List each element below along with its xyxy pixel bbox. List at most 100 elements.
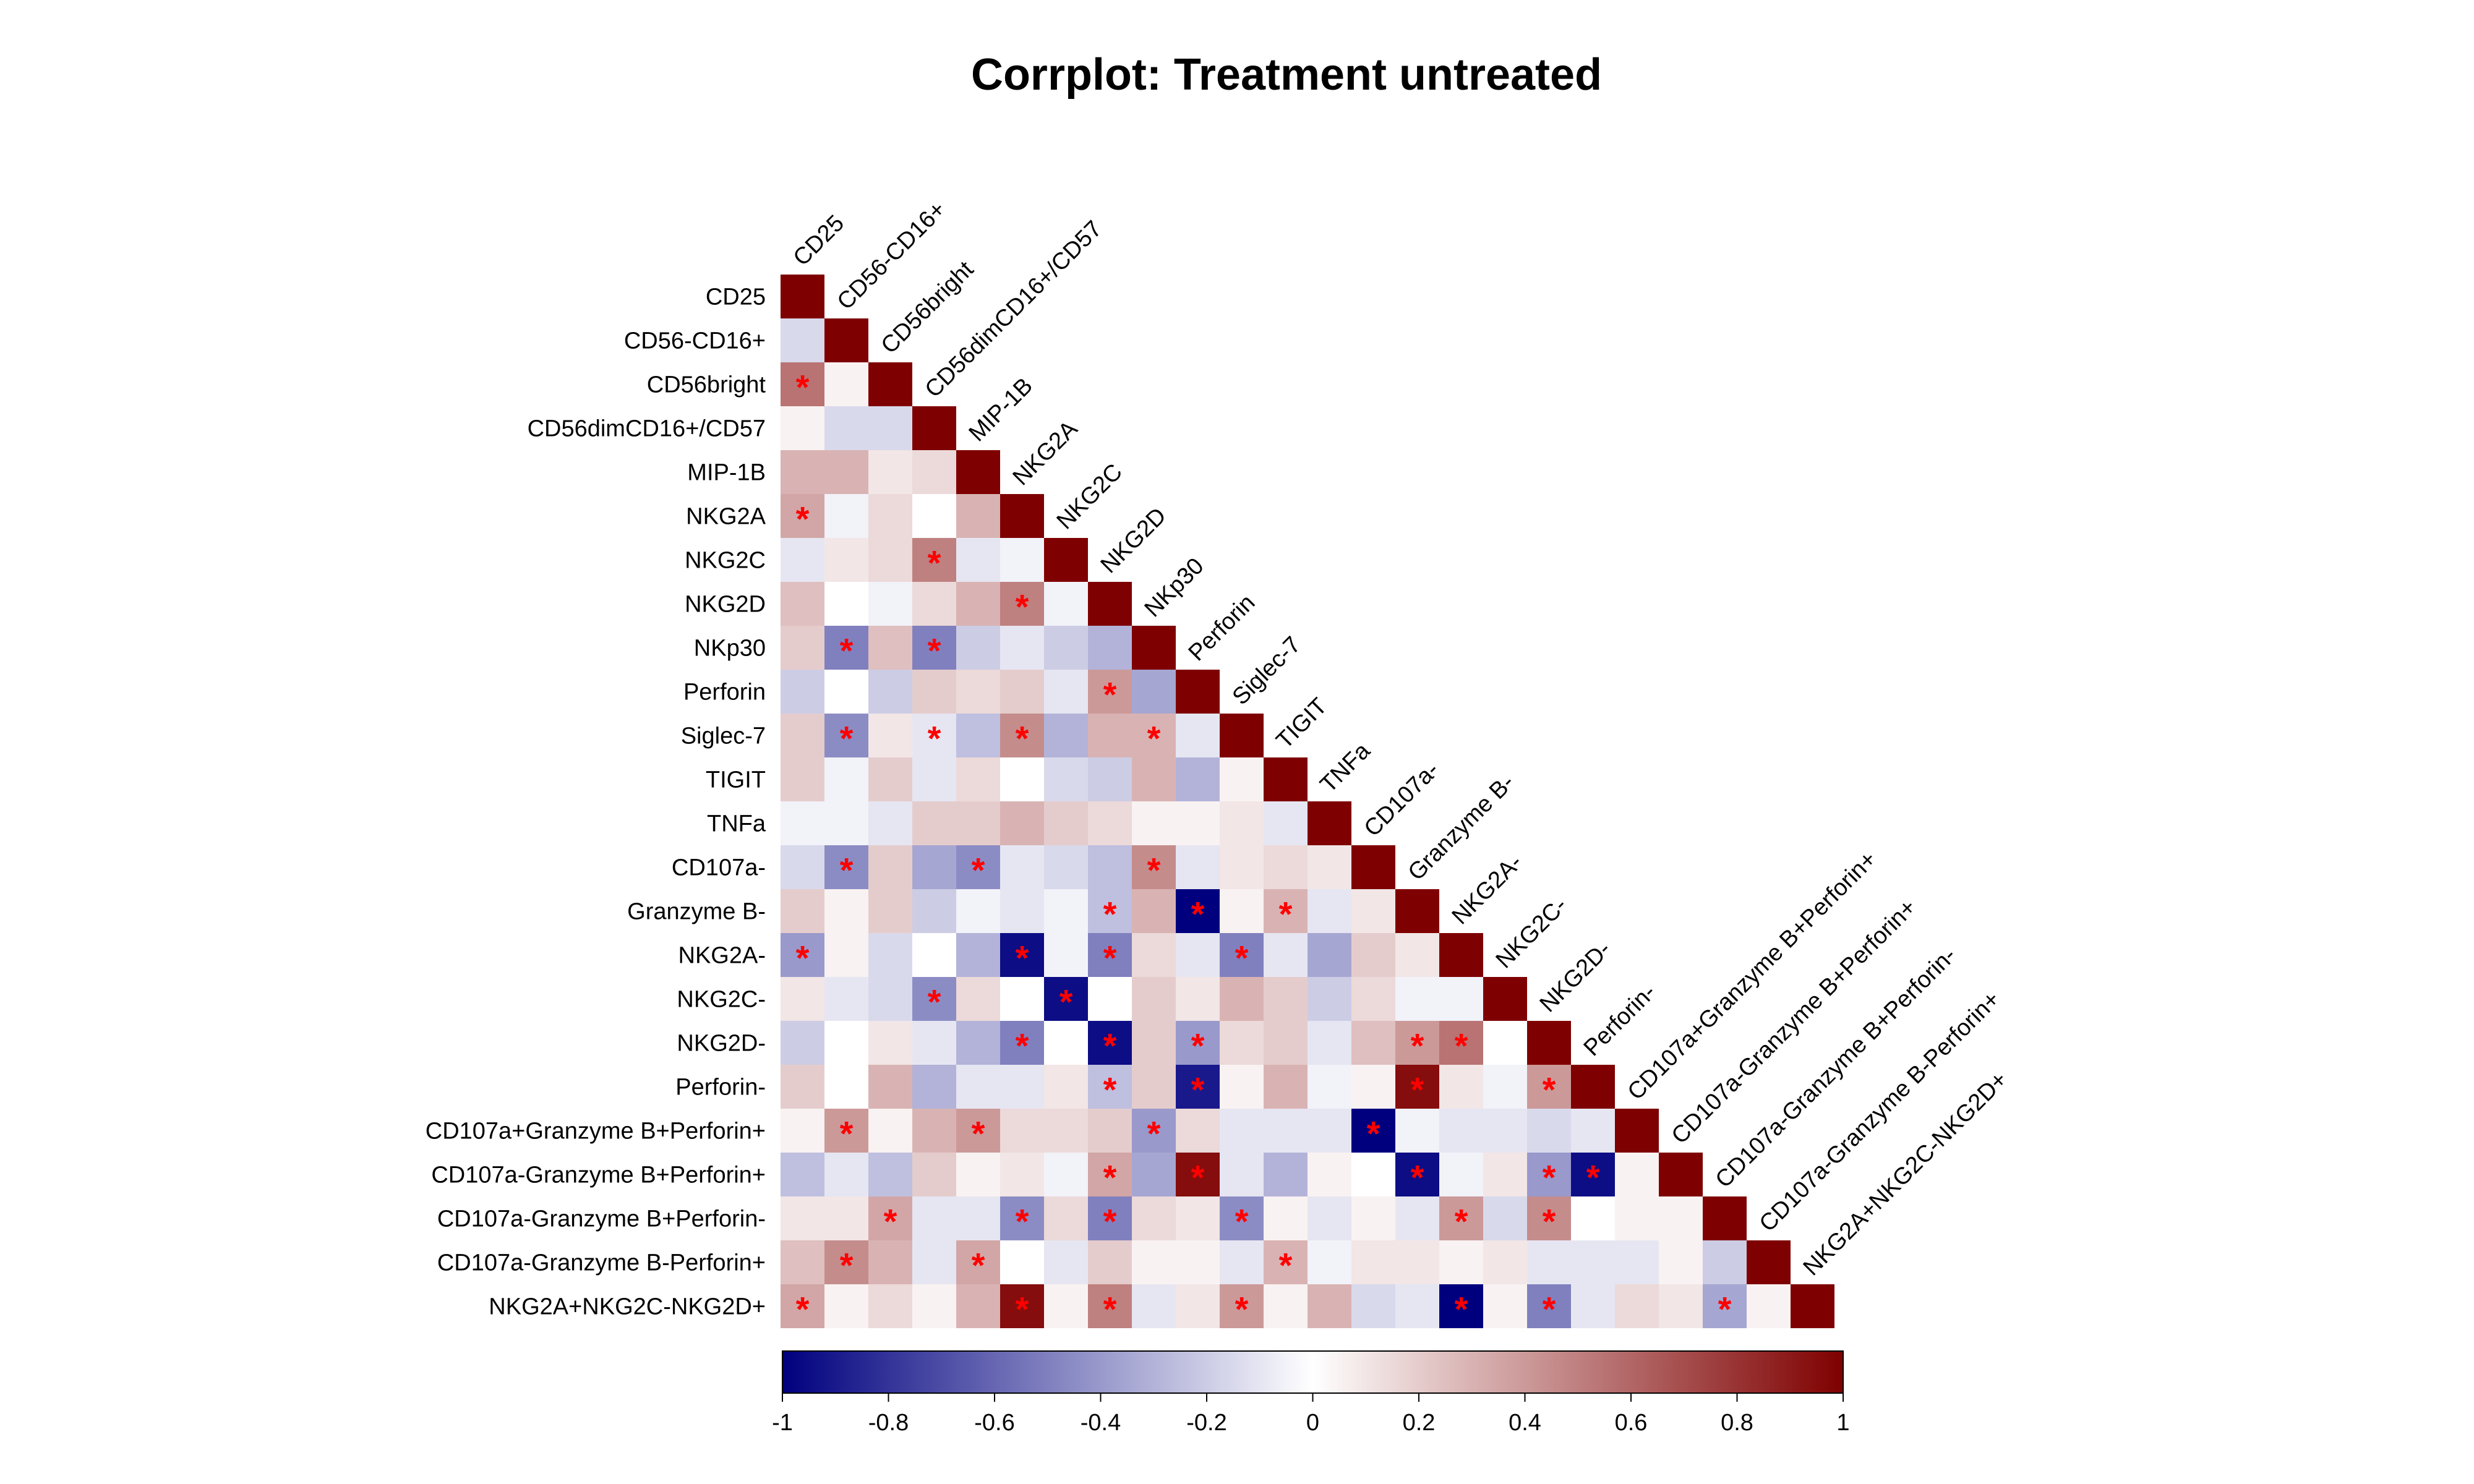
heatmap-cell bbox=[1615, 1240, 1659, 1284]
heatmap-cell bbox=[1351, 977, 1395, 1021]
heatmap-cell bbox=[1088, 933, 1132, 977]
heatmap-cell bbox=[781, 494, 824, 538]
heatmap-cell bbox=[1439, 1021, 1483, 1065]
heatmap-cell bbox=[1132, 670, 1176, 714]
column-label: TIGIT bbox=[1272, 693, 1332, 754]
heatmap-cell bbox=[1000, 582, 1044, 626]
heatmap-cell bbox=[1220, 1240, 1264, 1284]
heatmap-cell bbox=[1351, 1240, 1395, 1284]
heatmap-cell bbox=[1439, 977, 1483, 1021]
colorbar-tick-label: 0.6 bbox=[1615, 1410, 1648, 1436]
significance-marker: * bbox=[972, 851, 985, 890]
heatmap-cell bbox=[1615, 1153, 1659, 1196]
heatmap-cell bbox=[1220, 977, 1264, 1021]
heatmap-cell bbox=[1176, 1240, 1220, 1284]
significance-marker: * bbox=[1543, 1070, 1556, 1109]
heatmap-cell bbox=[781, 670, 824, 714]
heatmap-cell bbox=[1088, 1065, 1132, 1109]
heatmap-cell bbox=[824, 318, 868, 362]
significance-marker: * bbox=[1147, 851, 1161, 890]
row-label: Granzyme B- bbox=[627, 899, 766, 925]
significance-marker: * bbox=[1147, 1114, 1161, 1153]
heatmap-cell bbox=[956, 450, 1000, 494]
heatmap-cell bbox=[1308, 1284, 1351, 1328]
significance-marker: * bbox=[972, 1114, 985, 1153]
significance-marker: * bbox=[1103, 939, 1117, 978]
heatmap-cell bbox=[1659, 1153, 1703, 1196]
row-label: NKG2A- bbox=[678, 943, 766, 969]
heatmap-cell bbox=[1176, 757, 1220, 801]
column-label: Perforin bbox=[1184, 590, 1261, 667]
significance-marker: * bbox=[1455, 1290, 1468, 1329]
heatmap-cell bbox=[868, 626, 912, 670]
row-label: MIP-1B bbox=[687, 460, 766, 486]
row-label: NKG2C bbox=[685, 548, 766, 574]
heatmap-cell bbox=[1088, 582, 1132, 626]
heatmap-cell bbox=[1176, 1284, 1220, 1328]
heatmap-cell bbox=[1395, 1240, 1439, 1284]
significance-marker: * bbox=[884, 1202, 897, 1241]
heatmap-cell bbox=[1308, 977, 1351, 1021]
heatmap-cell bbox=[956, 1065, 1000, 1109]
significance-marker: * bbox=[928, 631, 941, 670]
heatmap-cell bbox=[956, 1153, 1000, 1196]
heatmap-cell bbox=[1000, 889, 1044, 933]
heatmap-cell bbox=[824, 757, 868, 801]
heatmap-cell bbox=[868, 450, 912, 494]
heatmap-cell bbox=[1395, 1153, 1439, 1196]
significance-marker: * bbox=[840, 851, 854, 890]
heatmap-cell bbox=[1571, 1196, 1615, 1240]
heatmap-cell bbox=[781, 757, 824, 801]
row-label: CD107a-Granzyme B-Perforin+ bbox=[437, 1250, 766, 1276]
heatmap-cell bbox=[824, 406, 868, 450]
heatmap-cell bbox=[956, 977, 1000, 1021]
row-label: NKp30 bbox=[694, 636, 766, 662]
heatmap-cell bbox=[1132, 845, 1176, 889]
heatmap-cell bbox=[781, 1196, 824, 1240]
column-label: MIP-1B bbox=[964, 373, 1038, 446]
heatmap-cell bbox=[824, 1021, 868, 1065]
heatmap-cell bbox=[1527, 1196, 1571, 1240]
heatmap-cell bbox=[1044, 1065, 1088, 1109]
heatmap-cell bbox=[1176, 670, 1220, 714]
heatmap-cell bbox=[1000, 977, 1044, 1021]
colorbar-tick-label: -0.6 bbox=[974, 1410, 1014, 1436]
heatmap-cell bbox=[1395, 1109, 1439, 1153]
heatmap-cell bbox=[1044, 626, 1088, 670]
significance-marker: * bbox=[1455, 1026, 1468, 1065]
heatmap-cell bbox=[868, 933, 912, 977]
row-label: NKG2D bbox=[685, 592, 766, 618]
chart-title: Corrplot: Treatment untreated bbox=[970, 50, 1603, 100]
heatmap-cell bbox=[1176, 933, 1220, 977]
heatmap-cell bbox=[824, 1196, 868, 1240]
heatmap-cell bbox=[1000, 845, 1044, 889]
heatmap-cell bbox=[1088, 801, 1132, 845]
heatmap-cell bbox=[956, 626, 1000, 670]
heatmap-cell bbox=[1703, 1240, 1747, 1284]
significance-marker: * bbox=[796, 1290, 810, 1329]
heatmap-cell bbox=[1571, 1109, 1615, 1153]
colorbar-tick-label: -0.8 bbox=[868, 1410, 909, 1436]
colorbar-tick-label: 0 bbox=[1306, 1410, 1319, 1436]
heatmap-cell bbox=[868, 494, 912, 538]
heatmap-cell bbox=[1000, 801, 1044, 845]
heatmap-cell bbox=[868, 670, 912, 714]
heatmap-cell bbox=[1088, 889, 1132, 933]
heatmap-cell bbox=[1176, 1153, 1220, 1196]
heatmap-cell bbox=[1483, 1240, 1527, 1284]
heatmap-cell bbox=[1132, 626, 1176, 670]
heatmap-cell bbox=[781, 1153, 824, 1196]
heatmap-cell bbox=[1395, 1065, 1439, 1109]
significance-marker: * bbox=[1411, 1026, 1424, 1065]
heatmap-cell bbox=[1483, 1284, 1527, 1328]
heatmap-cell bbox=[1483, 1021, 1527, 1065]
heatmap-cell bbox=[1395, 1021, 1439, 1065]
heatmap-cell bbox=[824, 977, 868, 1021]
heatmap-cell bbox=[912, 714, 956, 757]
heatmap-cell bbox=[912, 757, 956, 801]
heatmap-cell bbox=[1483, 1109, 1527, 1153]
heatmap-cell bbox=[868, 801, 912, 845]
heatmap-cell bbox=[1176, 1065, 1220, 1109]
heatmap-cell bbox=[868, 406, 912, 450]
heatmap-cell bbox=[956, 801, 1000, 845]
